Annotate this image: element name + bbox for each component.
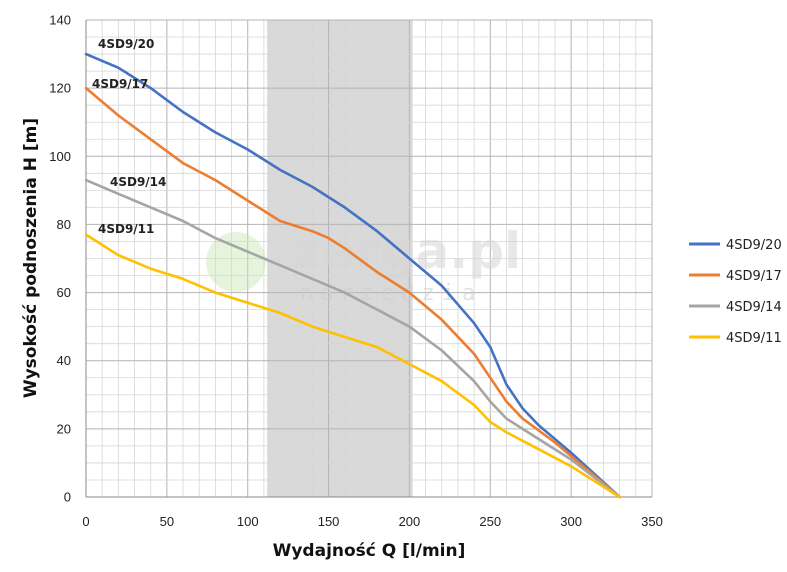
x-tick-label: 50 bbox=[160, 514, 174, 529]
y-tick-label: 40 bbox=[57, 353, 71, 368]
series-line-4SD9-20 bbox=[84, 52, 621, 499]
series-label-4SD9-11: 4SD9/11 bbox=[98, 222, 154, 236]
y-tick-label: 120 bbox=[49, 81, 71, 96]
x-axis-title: Wydajność Q [l/min] bbox=[273, 541, 466, 561]
x-tick-label: 200 bbox=[399, 514, 421, 529]
y-tick-label: 0 bbox=[64, 490, 71, 505]
x-tick-label: 100 bbox=[237, 514, 259, 529]
x-tick-label: 250 bbox=[479, 514, 501, 529]
series-line-4SD9-17 bbox=[84, 86, 621, 499]
series-line-4SD9-11 bbox=[84, 233, 621, 499]
axes: 0 50 100 150 200 250 300 350 0 20 40 60 80 100 120 140 bbox=[49, 13, 663, 530]
series-label-4SD9-20: 4SD9/20 bbox=[98, 37, 154, 51]
y-tick-label: 80 bbox=[57, 217, 71, 232]
series-label-4SD9-14: 4SD9/14 bbox=[110, 175, 166, 189]
y-tick-label: 60 bbox=[57, 285, 71, 300]
y-tick-label: 100 bbox=[49, 149, 71, 164]
x-tick-label: 0 bbox=[82, 514, 89, 529]
legend-label-4SD9-17: 4SD9/17 bbox=[726, 269, 782, 284]
x-tick-label: 150 bbox=[318, 514, 340, 529]
legend: 4SD9/20 4SD9/17 4SD9/14 4SD9/11 bbox=[689, 238, 782, 346]
series-labels: 4SD9/20 4SD9/17 4SD9/14 4SD9/11 bbox=[92, 37, 166, 236]
watermark-logo: zerga.pl narzędzia bbox=[206, 222, 521, 306]
legend-label-4SD9-20: 4SD9/20 bbox=[726, 238, 782, 253]
legend-label-4SD9-11: 4SD9/11 bbox=[726, 331, 782, 346]
series-lines bbox=[84, 52, 621, 499]
y-axis-title: Wysokość podnoszenia H [m] bbox=[21, 118, 41, 398]
series-line-4SD9-14 bbox=[84, 178, 621, 499]
y-tick-label: 140 bbox=[49, 13, 71, 28]
x-tick-label: 300 bbox=[560, 514, 582, 529]
watermark-emblem-icon bbox=[206, 232, 266, 292]
grid bbox=[85, 19, 653, 498]
y-tick-label: 20 bbox=[57, 421, 71, 436]
legend-label-4SD9-14: 4SD9/14 bbox=[726, 300, 782, 315]
watermark-brand-text: zerga.pl bbox=[292, 222, 521, 280]
series-label-4SD9-17: 4SD9/17 bbox=[92, 77, 148, 91]
x-tick-label: 350 bbox=[641, 514, 663, 529]
